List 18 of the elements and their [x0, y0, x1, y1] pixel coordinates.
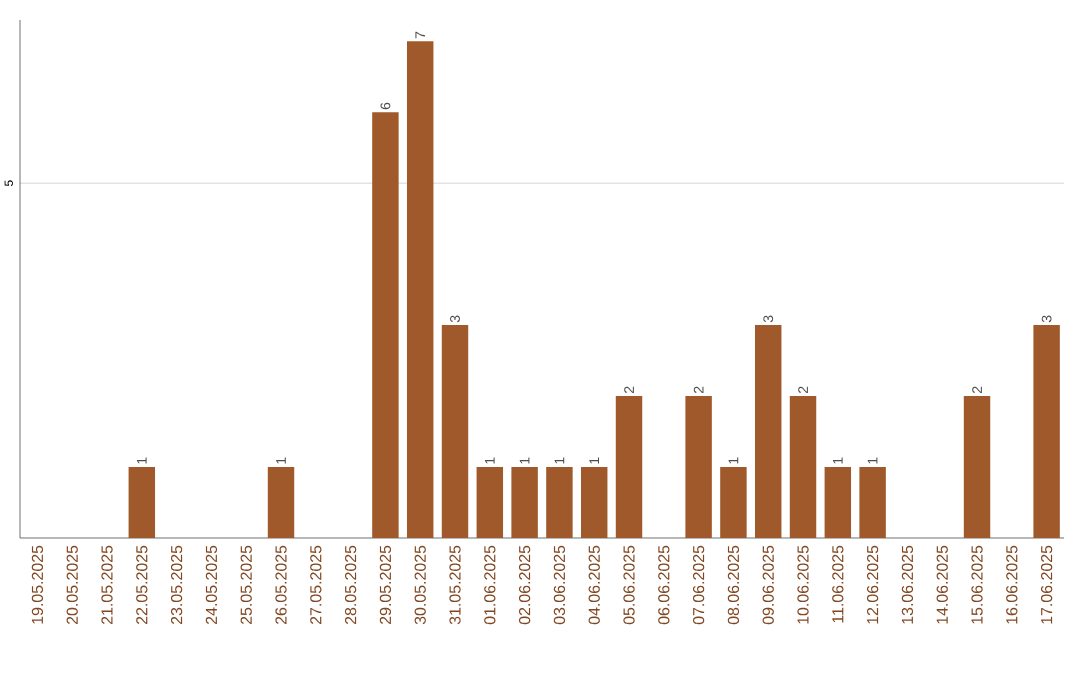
bar	[859, 467, 886, 538]
bar	[754, 325, 782, 538]
bar	[720, 467, 747, 538]
bar	[963, 396, 991, 538]
bar	[615, 396, 643, 538]
bar	[511, 467, 538, 538]
bar	[267, 467, 295, 538]
bar	[372, 112, 399, 538]
bar	[1033, 325, 1060, 538]
bar	[685, 396, 712, 538]
bar	[476, 467, 504, 538]
bar	[789, 396, 817, 538]
bar	[546, 467, 573, 538]
bar	[441, 325, 469, 538]
bar	[128, 467, 156, 538]
bar	[406, 41, 434, 538]
bar	[580, 467, 608, 538]
bar	[824, 467, 852, 538]
